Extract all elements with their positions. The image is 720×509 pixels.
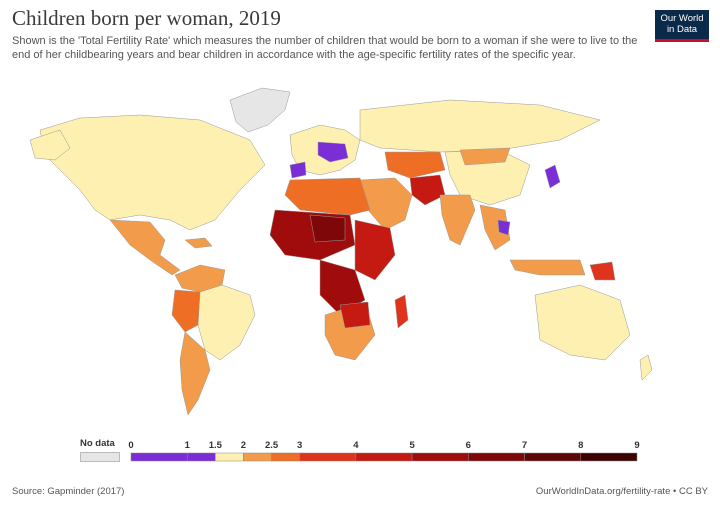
world-map[interactable] (0, 70, 720, 420)
region-indonesia[interactable] (509, 259, 586, 276)
region-india[interactable] (439, 194, 476, 246)
region-japan[interactable] (544, 164, 561, 189)
source-text: Source: Gapminder (2017) (12, 486, 125, 497)
chart-title: Children born per woman, 2019 (12, 6, 281, 30)
region-afghanistan-pakistan[interactable] (409, 174, 446, 206)
region-east-africa[interactable] (354, 219, 396, 281)
legend-tick-label: 7 (522, 440, 527, 451)
region-australia[interactable] (534, 284, 631, 361)
legend-tick-label: 2 (241, 440, 246, 451)
legend-tick-label: 5 (409, 440, 415, 451)
legend-tick-label: 0 (128, 440, 133, 451)
no-data-swatch (80, 452, 120, 462)
map-legend: No data 0 1 1.5 2 2.5 3 4 5 6 7 8 9 (0, 436, 720, 476)
legend-tick-label: 8 (578, 440, 583, 451)
legend-bin-4[interactable] (355, 452, 413, 462)
region-russia[interactable] (359, 99, 601, 153)
legend-bin-2[interactable] (243, 452, 272, 462)
legend-bin-5[interactable] (411, 452, 469, 462)
legend-tick-label: 3 (297, 440, 302, 451)
region-brazil[interactable] (197, 284, 256, 361)
legend-bin-0[interactable] (130, 452, 188, 462)
region-central-asia[interactable] (384, 151, 446, 179)
legend-tick-label: 9 (634, 440, 639, 451)
legend-tick-label: 4 (353, 440, 359, 451)
no-data-label: No data (80, 438, 115, 449)
region-mexico[interactable] (109, 219, 181, 276)
legend-bin-1[interactable] (186, 452, 216, 462)
region-mozambique-zambia[interactable] (339, 301, 371, 329)
region-north-africa[interactable] (284, 177, 371, 216)
legend-tick-label: 6 (466, 440, 471, 451)
region-caribbean[interactable] (184, 237, 213, 249)
legend-bin-1.5[interactable] (215, 452, 244, 462)
owid-logo[interactable]: Our World in Data (655, 10, 709, 42)
region-mongolia[interactable] (459, 147, 511, 166)
legend-bin-6[interactable] (468, 452, 525, 462)
region-new-zealand[interactable] (639, 354, 653, 381)
region-greenland[interactable] (229, 87, 291, 133)
logo-accent-bar (655, 39, 709, 42)
region-southeast-asia[interactable] (479, 204, 511, 251)
legend-tick-label: 1.5 (209, 440, 223, 451)
region-alaska[interactable] (29, 129, 71, 161)
region-madagascar[interactable] (394, 294, 409, 329)
legend-tick-label: 1 (185, 440, 191, 451)
region-papua-new-guinea[interactable] (589, 261, 616, 281)
legend-bin-2.5[interactable] (271, 452, 300, 462)
legend-bin-7[interactable] (524, 452, 582, 462)
region-argentina[interactable] (179, 331, 211, 416)
chart-subtitle: Shown is the 'Total Fertility Rate' whic… (12, 35, 638, 61)
region-central-europe[interactable] (317, 141, 349, 163)
logo-line-1: Our World (660, 13, 704, 24)
region-iberia[interactable] (289, 161, 307, 179)
region-north-america[interactable] (39, 114, 266, 231)
region-peru-bolivia[interactable] (171, 289, 201, 333)
legend-tick-label: 2.5 (265, 440, 279, 451)
region-thailand[interactable] (497, 219, 511, 236)
region-niger[interactable] (309, 214, 346, 243)
legend-bin-8[interactable] (580, 452, 638, 462)
footer-url[interactable]: OurWorldInData.org/fertility-rate • CC B… (535, 486, 708, 497)
color-scale: 0 1 1.5 2 2.5 3 4 5 6 7 8 9 (128, 440, 640, 462)
logo-line-2: in Data (666, 24, 698, 35)
legend-bin-3[interactable] (299, 452, 357, 462)
